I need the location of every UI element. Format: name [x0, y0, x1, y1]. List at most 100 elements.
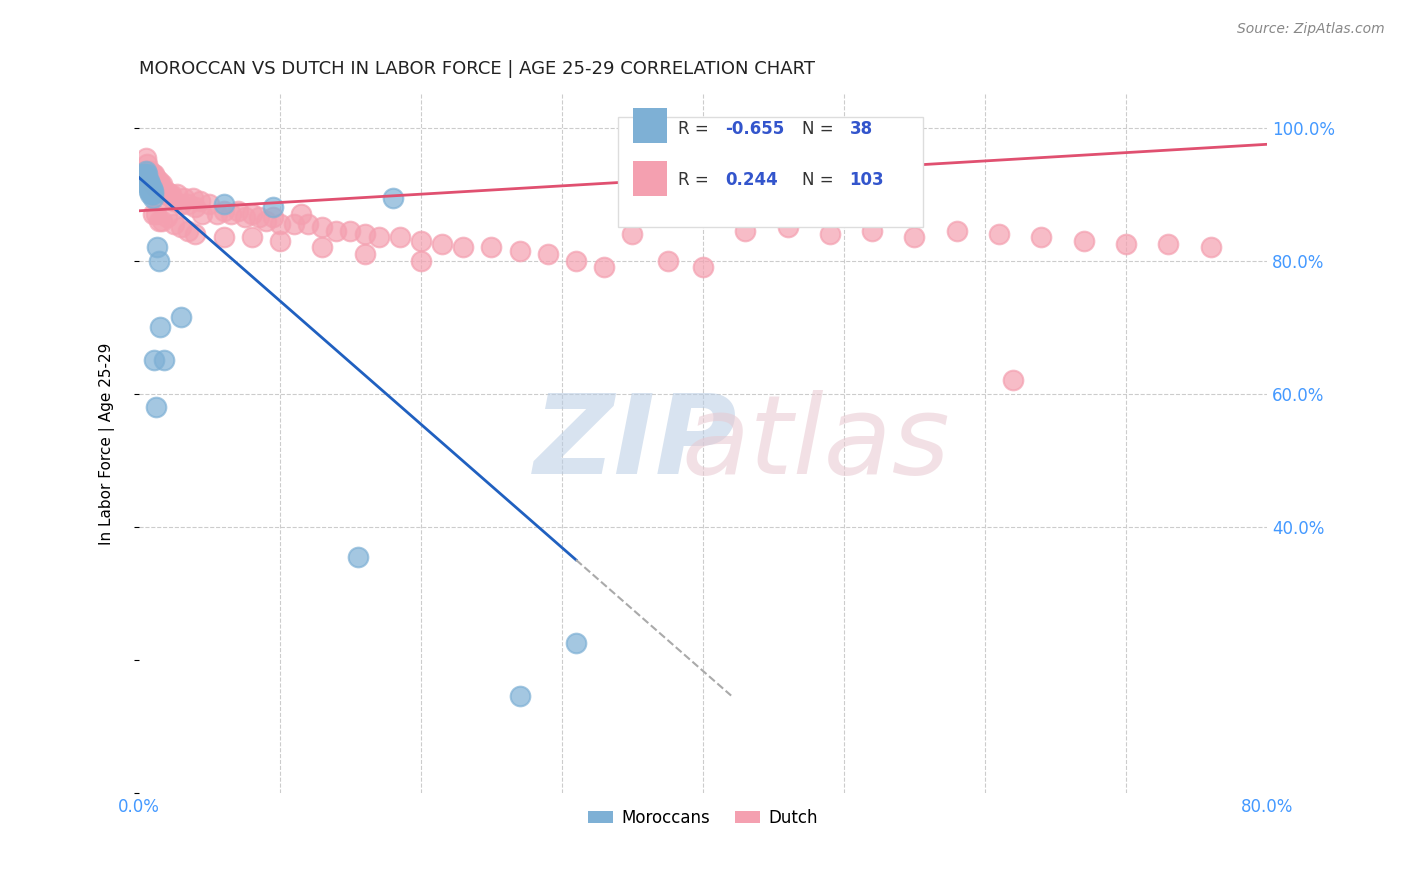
Point: [152, 184, 174, 198]
Point: [159, 190, 181, 204]
Point: [145, 178, 167, 192]
Point: [409, 253, 432, 268]
Point: [240, 207, 263, 221]
Point: [136, 167, 159, 181]
Point: [136, 157, 159, 171]
Point: [135, 151, 157, 165]
Point: [184, 227, 207, 241]
Point: [136, 178, 159, 192]
Text: R =: R =: [678, 120, 709, 138]
Point: [1199, 240, 1222, 254]
Point: [139, 170, 162, 185]
Point: [509, 690, 531, 704]
Point: [136, 170, 159, 185]
Point: [565, 636, 588, 650]
Point: [138, 164, 160, 178]
Point: [141, 184, 163, 198]
Point: [346, 549, 368, 564]
Point: [262, 211, 284, 225]
Point: [367, 230, 389, 244]
Point: [311, 220, 333, 235]
Point: [160, 187, 183, 202]
Legend: Moroccans, Dutch: Moroccans, Dutch: [581, 802, 824, 833]
Point: [145, 180, 167, 194]
Point: [141, 187, 163, 202]
Point: [240, 230, 263, 244]
Point: [142, 190, 165, 204]
Point: [388, 230, 411, 244]
Text: ZIP: ZIP: [533, 390, 737, 497]
Point: [269, 217, 291, 231]
Point: [143, 178, 166, 192]
Point: [1002, 373, 1025, 387]
Point: [181, 190, 204, 204]
Point: [157, 187, 180, 202]
Point: [148, 253, 170, 268]
Point: [593, 260, 616, 275]
Point: [191, 207, 214, 221]
Text: N =: N =: [803, 120, 834, 138]
Point: [134, 167, 156, 181]
Point: [146, 240, 169, 254]
Point: [311, 240, 333, 254]
Point: [153, 353, 176, 368]
Point: [818, 227, 841, 241]
Point: [148, 180, 170, 194]
Point: [139, 180, 162, 194]
Point: [146, 180, 169, 194]
Point: [139, 187, 162, 202]
Point: [212, 197, 235, 211]
Text: MOROCCAN VS DUTCH IN LABOR FORCE | AGE 25-29 CORRELATION CHART: MOROCCAN VS DUTCH IN LABOR FORCE | AGE 2…: [139, 60, 815, 78]
Point: [134, 174, 156, 188]
Point: [139, 164, 162, 178]
Point: [135, 167, 157, 181]
Point: [481, 240, 503, 254]
Point: [212, 203, 235, 218]
Point: [409, 234, 432, 248]
Point: [139, 174, 162, 188]
Text: -0.655: -0.655: [725, 120, 785, 138]
Text: 103: 103: [849, 170, 884, 188]
Point: [247, 211, 270, 225]
Point: [184, 201, 207, 215]
Point: [135, 164, 157, 178]
Point: [131, 170, 153, 185]
Point: [149, 320, 172, 334]
Point: [149, 184, 172, 198]
Point: [988, 227, 1011, 241]
Point: [254, 214, 277, 228]
Point: [142, 178, 165, 192]
Point: [198, 197, 221, 211]
Point: [1115, 237, 1137, 252]
Text: 0.244: 0.244: [725, 170, 779, 188]
Point: [353, 227, 375, 241]
Point: [142, 174, 165, 188]
Point: [143, 170, 166, 185]
Point: [141, 180, 163, 194]
Point: [537, 247, 560, 261]
Point: [188, 194, 211, 208]
Point: [212, 230, 235, 244]
FancyBboxPatch shape: [619, 117, 922, 227]
Point: [142, 207, 165, 221]
Point: [860, 224, 883, 238]
Point: [142, 187, 165, 202]
Point: [142, 184, 165, 198]
Point: [233, 211, 256, 225]
Point: [430, 237, 453, 252]
Point: [136, 170, 159, 185]
Point: [143, 167, 166, 181]
Point: [205, 207, 228, 221]
Point: [734, 224, 756, 238]
Point: [138, 174, 160, 188]
Bar: [633, 161, 666, 195]
Point: [155, 184, 177, 198]
Point: [177, 197, 200, 211]
Point: [262, 201, 284, 215]
Point: [1073, 234, 1095, 248]
Text: 38: 38: [849, 120, 873, 138]
Point: [146, 174, 169, 188]
Point: [170, 220, 193, 235]
Point: [269, 234, 291, 248]
Point: [692, 260, 714, 275]
